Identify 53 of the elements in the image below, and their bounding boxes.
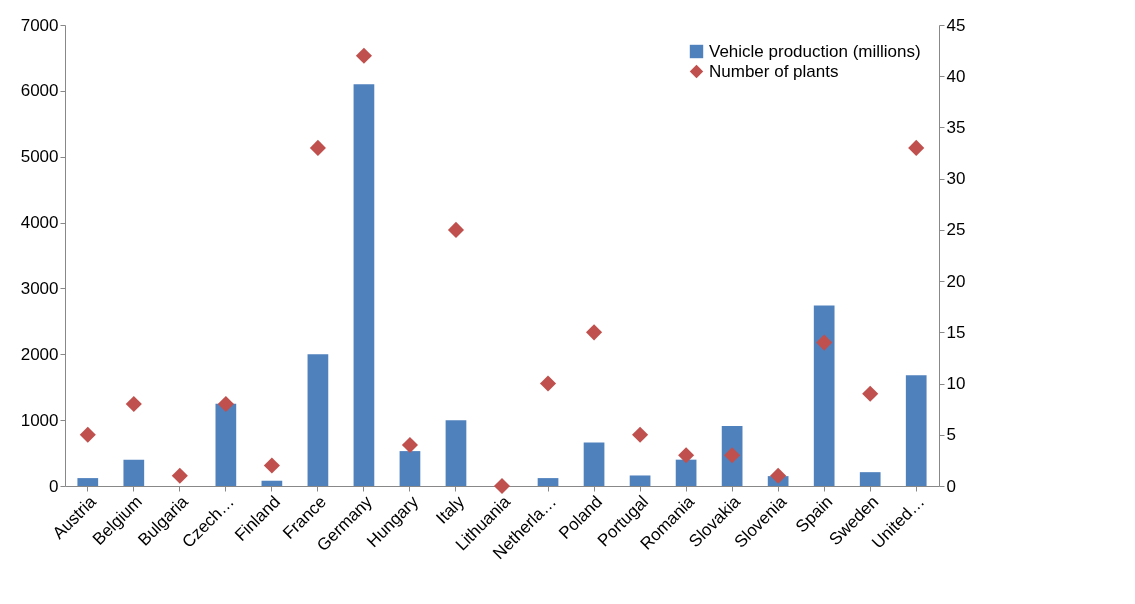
point — [263, 457, 280, 474]
point — [79, 426, 96, 443]
y-tick-label: 1000 — [20, 410, 59, 430]
point — [770, 467, 787, 484]
bar — [445, 420, 467, 486]
y2-tick-label: 5 — [946, 425, 956, 445]
legend-label: Vehicle production (millions) — [709, 41, 921, 61]
point — [447, 221, 465, 238]
legend-label: Number of plants — [709, 61, 839, 81]
point — [816, 334, 833, 351]
bar — [583, 442, 605, 486]
point — [539, 375, 557, 392]
point — [632, 426, 649, 443]
point — [908, 139, 925, 156]
y-tick-label: 6000 — [20, 81, 59, 101]
point — [585, 324, 603, 341]
bar — [537, 478, 559, 486]
bar — [77, 478, 99, 486]
point — [125, 395, 142, 413]
y-tick-label: 7000 — [20, 15, 59, 35]
y2-tick-label: 40 — [946, 66, 966, 86]
bar — [215, 403, 237, 486]
point — [862, 385, 879, 402]
bar — [307, 354, 329, 486]
y2-tick-label: 10 — [946, 374, 966, 394]
y2-tick-label: 0 — [946, 476, 956, 496]
y-tick-label: 2000 — [20, 344, 59, 364]
bar — [859, 472, 881, 486]
bar — [353, 84, 375, 486]
y-tick-label: 3000 — [20, 278, 59, 298]
bar — [905, 375, 927, 486]
point — [309, 139, 326, 156]
bar — [813, 305, 835, 486]
bar — [123, 459, 145, 486]
point — [493, 477, 511, 495]
y2-tick-label: 45 — [946, 15, 966, 35]
point — [678, 447, 695, 464]
point — [171, 467, 188, 484]
bar — [629, 475, 651, 486]
y2-tick-label: 25 — [946, 220, 966, 240]
bar — [675, 459, 697, 486]
point — [355, 47, 372, 64]
y-tick-label: 5000 — [20, 147, 59, 167]
y-tick-label: 4000 — [20, 213, 59, 233]
point — [217, 395, 234, 413]
y2-tick-label: 15 — [946, 322, 966, 342]
y2-tick-label: 35 — [946, 117, 966, 137]
bar — [261, 480, 283, 486]
bar — [399, 451, 421, 486]
point — [401, 436, 419, 454]
y2-tick-label: 30 — [946, 169, 966, 189]
y2-tick-label: 20 — [946, 271, 966, 291]
y-tick-label: 0 — [49, 476, 59, 496]
